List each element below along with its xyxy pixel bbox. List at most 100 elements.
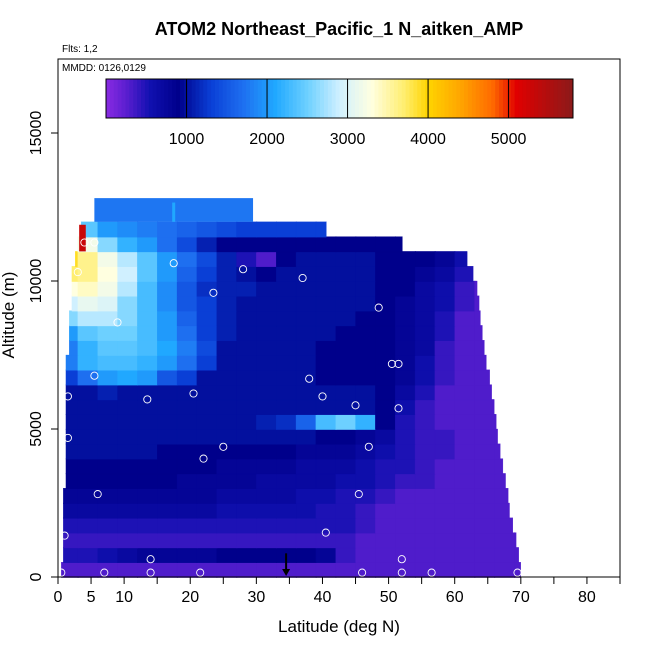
- heatmap-cell: [196, 384, 218, 401]
- heatmap-cell: [256, 517, 277, 534]
- heatmap-cell: [315, 443, 337, 460]
- flights-label: Flts: 1,2: [62, 44, 98, 55]
- heatmap-cell: [474, 414, 496, 430]
- heatmap-cell: [335, 399, 357, 415]
- colorbar-segment: [230, 79, 235, 118]
- heatmap-cell: [474, 354, 487, 371]
- heatmap-cell: [117, 251, 139, 267]
- heatmap-cell: [97, 547, 119, 563]
- heatmap-cell: [236, 532, 258, 549]
- heatmap-cell: [276, 369, 297, 386]
- colorbar-segment: [214, 79, 220, 118]
- heatmap-cell: [276, 295, 297, 312]
- heatmap-cell: [77, 547, 99, 563]
- heatmap-cell: [454, 340, 476, 356]
- heatmap-cell: [176, 325, 198, 341]
- colorbar-segment: [191, 79, 197, 118]
- heatmap-cell: [77, 532, 99, 549]
- heatmap-cell: [315, 458, 337, 475]
- colorbar-segment: [296, 79, 302, 118]
- heatmap-cell: [315, 221, 327, 238]
- colorbar-segment: [312, 79, 317, 118]
- heatmap-cell: [256, 325, 277, 341]
- heatmap-cell: [454, 325, 476, 341]
- heatmap-cell: [414, 251, 436, 267]
- heatmap-cell: [216, 280, 238, 297]
- colorbar-segment: [133, 79, 138, 118]
- heatmap-cell: [236, 488, 258, 504]
- heatmap-cell: [276, 399, 297, 415]
- heatmap-cell: [97, 369, 119, 386]
- heatmap-cell: [236, 414, 258, 430]
- heatmap-cell: [355, 428, 377, 445]
- colorbar-segment: [386, 79, 391, 118]
- heatmap-cell: [355, 458, 377, 475]
- heatmap-cell: [256, 354, 277, 371]
- heatmap-cell: [276, 325, 297, 341]
- heatmap-cell: [494, 443, 501, 460]
- heatmap-cell: [335, 488, 357, 504]
- colorbar-segment: [534, 79, 539, 118]
- heatmap-cell: [137, 488, 158, 504]
- heatmap-cell: [117, 295, 139, 312]
- heatmap-cell: [454, 310, 476, 327]
- heatmap-cell: [77, 251, 99, 267]
- heatmap-cell: [355, 532, 377, 549]
- colorbar-segment: [358, 79, 364, 118]
- heatmap-cell: [414, 428, 436, 445]
- heatmap-cell: [176, 414, 198, 430]
- heatmap-cell: [355, 443, 377, 460]
- heatmap-cell: [295, 517, 317, 534]
- sample-point: [394, 404, 403, 413]
- heatmap-cell: [295, 458, 317, 475]
- heatmap-cell: [97, 532, 119, 549]
- colorbar-segment: [545, 79, 551, 118]
- x-tick-label: 60: [446, 589, 464, 606]
- heatmap-cell: [137, 310, 158, 327]
- heatmap-cell: [236, 473, 258, 489]
- colorbar-segment: [164, 79, 169, 118]
- colorbar-segment: [203, 79, 208, 118]
- heatmap-cell: [375, 325, 396, 341]
- colorbar-segment: [452, 79, 457, 118]
- heatmap-cell: [315, 488, 337, 504]
- colorbar-segment: [277, 79, 282, 118]
- colorbar-segment: [405, 79, 411, 118]
- colorbar-segment: [499, 79, 504, 118]
- heatmap-cell: [216, 221, 238, 238]
- colorbar-segment: [187, 79, 193, 118]
- heatmap-cell: [414, 325, 436, 341]
- heatmap-cell: [65, 384, 79, 401]
- heatmap-cell: [395, 414, 416, 430]
- heatmap-cell: [295, 221, 317, 238]
- colorbar-segment: [226, 79, 232, 118]
- sample-point: [239, 265, 248, 274]
- heatmap-cell: [176, 236, 198, 253]
- heatmap-cell: [454, 502, 476, 519]
- heatmap-cell: [315, 266, 337, 282]
- heatmap-cell: [335, 251, 357, 267]
- heatmap-cell: [236, 251, 258, 267]
- colorbar-segment: [444, 79, 449, 118]
- heatmap-cell: [414, 414, 436, 430]
- heatmap-cell: [276, 488, 297, 504]
- heatmap-cell: [375, 295, 396, 312]
- heatmap-cell: [335, 562, 357, 578]
- heatmap-cell: [474, 502, 496, 519]
- heatmap-cell: [256, 428, 277, 445]
- colorbar-segment: [137, 79, 142, 118]
- heatmap-cell: [454, 280, 476, 297]
- heatmap-cell: [335, 428, 357, 445]
- heatmap-cell: [157, 310, 178, 327]
- heatmap-cell: [335, 354, 357, 371]
- heatmap-cell: [137, 384, 158, 401]
- heatmap-cell: [97, 325, 119, 341]
- heatmap-cell: [137, 532, 158, 549]
- y-axis: 0 5000 10000 15000: [28, 111, 58, 581]
- heatmap-cell: [395, 236, 403, 253]
- heatmap-cell: [434, 443, 456, 460]
- heatmap-cell: [276, 266, 297, 282]
- heatmap-cell: [117, 266, 139, 282]
- heatmap-cell: [97, 428, 119, 445]
- colorbar-segment: [518, 79, 523, 118]
